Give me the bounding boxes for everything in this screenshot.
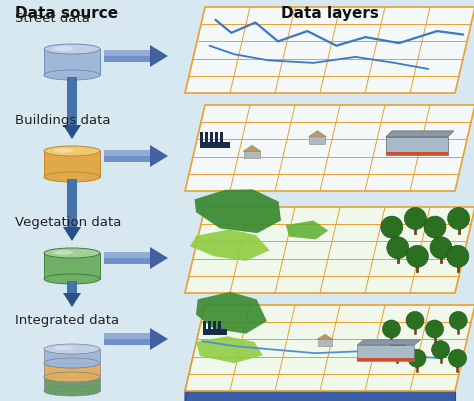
Polygon shape <box>104 252 150 258</box>
Polygon shape <box>104 51 150 57</box>
Polygon shape <box>244 152 260 159</box>
Circle shape <box>424 217 446 239</box>
Polygon shape <box>104 151 150 157</box>
Polygon shape <box>286 221 328 240</box>
Ellipse shape <box>44 372 100 382</box>
Circle shape <box>383 320 401 338</box>
Polygon shape <box>386 138 448 156</box>
Circle shape <box>430 237 452 259</box>
Circle shape <box>447 246 469 267</box>
Polygon shape <box>44 363 100 377</box>
Polygon shape <box>203 321 206 331</box>
Circle shape <box>449 312 467 330</box>
Polygon shape <box>185 106 474 192</box>
Polygon shape <box>210 133 213 145</box>
Circle shape <box>432 341 450 359</box>
Ellipse shape <box>44 386 100 396</box>
Circle shape <box>408 349 426 367</box>
Polygon shape <box>309 132 327 138</box>
Ellipse shape <box>44 358 100 368</box>
Polygon shape <box>44 253 100 279</box>
Polygon shape <box>63 293 81 307</box>
Polygon shape <box>63 126 81 140</box>
Circle shape <box>388 341 406 359</box>
Ellipse shape <box>54 346 73 350</box>
Polygon shape <box>195 190 281 233</box>
Circle shape <box>381 217 403 239</box>
Polygon shape <box>357 358 414 361</box>
Polygon shape <box>44 50 100 76</box>
Polygon shape <box>185 391 455 401</box>
Polygon shape <box>67 281 77 293</box>
Polygon shape <box>104 252 150 264</box>
Polygon shape <box>44 377 100 391</box>
Ellipse shape <box>44 274 100 284</box>
Polygon shape <box>104 151 150 162</box>
Polygon shape <box>67 180 77 227</box>
Circle shape <box>447 208 470 230</box>
Polygon shape <box>318 339 332 346</box>
Ellipse shape <box>44 172 100 182</box>
Polygon shape <box>104 333 150 345</box>
Circle shape <box>404 208 427 230</box>
Polygon shape <box>185 8 474 94</box>
Ellipse shape <box>44 45 100 55</box>
Polygon shape <box>386 152 448 156</box>
Polygon shape <box>219 321 221 331</box>
Polygon shape <box>201 133 203 145</box>
Circle shape <box>448 349 466 367</box>
Polygon shape <box>215 133 219 145</box>
Ellipse shape <box>44 71 100 81</box>
Circle shape <box>426 320 444 338</box>
Text: Data source: Data source <box>15 6 118 21</box>
Polygon shape <box>63 227 81 241</box>
Ellipse shape <box>44 344 100 354</box>
Polygon shape <box>185 207 474 293</box>
Polygon shape <box>150 328 168 350</box>
Polygon shape <box>220 133 223 145</box>
Text: Street data: Street data <box>15 12 90 25</box>
Polygon shape <box>196 292 267 334</box>
Circle shape <box>387 237 409 259</box>
Ellipse shape <box>54 251 73 255</box>
Polygon shape <box>243 146 261 152</box>
Ellipse shape <box>44 147 100 157</box>
Polygon shape <box>185 305 205 401</box>
Polygon shape <box>386 132 454 138</box>
Polygon shape <box>209 321 211 331</box>
Polygon shape <box>150 46 168 68</box>
Text: Integrated data: Integrated data <box>15 313 119 326</box>
Polygon shape <box>196 336 263 363</box>
Polygon shape <box>185 305 474 391</box>
Polygon shape <box>357 345 414 361</box>
Polygon shape <box>357 340 420 345</box>
Ellipse shape <box>54 149 73 153</box>
Polygon shape <box>104 333 150 339</box>
Polygon shape <box>201 143 230 149</box>
Polygon shape <box>310 138 326 144</box>
Ellipse shape <box>54 47 73 52</box>
Polygon shape <box>67 78 77 126</box>
Polygon shape <box>190 230 270 261</box>
Polygon shape <box>44 349 100 363</box>
Ellipse shape <box>44 372 100 382</box>
Polygon shape <box>150 146 168 168</box>
Polygon shape <box>317 334 333 339</box>
Polygon shape <box>203 329 228 335</box>
Ellipse shape <box>44 248 100 258</box>
Ellipse shape <box>44 358 100 368</box>
Text: Buildings data: Buildings data <box>15 114 110 127</box>
Circle shape <box>406 312 424 330</box>
Polygon shape <box>44 152 100 178</box>
Polygon shape <box>150 247 168 269</box>
Polygon shape <box>205 133 209 145</box>
Polygon shape <box>213 321 217 331</box>
Text: Data layers: Data layers <box>281 6 379 21</box>
Circle shape <box>406 246 428 267</box>
Text: Vegetation data: Vegetation data <box>15 215 121 229</box>
Polygon shape <box>104 51 150 63</box>
